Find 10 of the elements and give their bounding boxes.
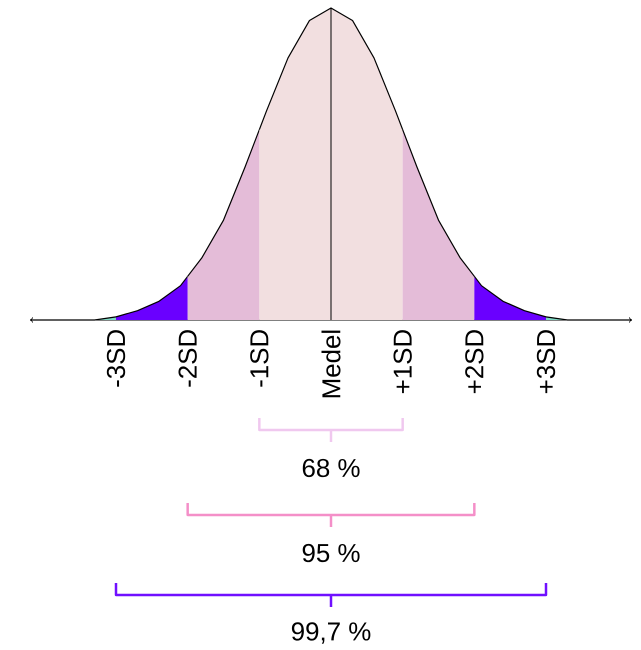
x-tick-label: Medel — [321, 330, 341, 398]
x-tick-label: +3SD — [536, 330, 556, 394]
x-tick-label: +1SD — [393, 330, 412, 394]
x-tick-label: -2SD — [178, 330, 197, 387]
x-tick-label: +2SD — [465, 330, 484, 394]
x-tick-label: -1SD — [250, 330, 268, 387]
text: 95 % — [302, 544, 360, 562]
text: 99,7 % — [292, 622, 370, 644]
x-tick-label: -3SD — [106, 330, 126, 387]
text: 68 % — [302, 458, 360, 478]
